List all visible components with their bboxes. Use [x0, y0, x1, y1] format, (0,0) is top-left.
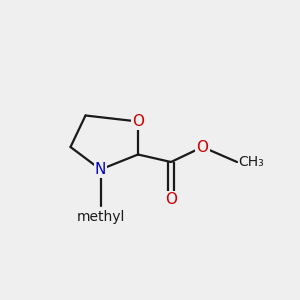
- Text: CH₃: CH₃: [238, 155, 264, 169]
- Text: N: N: [95, 162, 106, 177]
- Text: O: O: [132, 114, 144, 129]
- Text: O: O: [165, 192, 177, 207]
- Text: methyl: methyl: [76, 210, 125, 224]
- Text: O: O: [196, 140, 208, 154]
